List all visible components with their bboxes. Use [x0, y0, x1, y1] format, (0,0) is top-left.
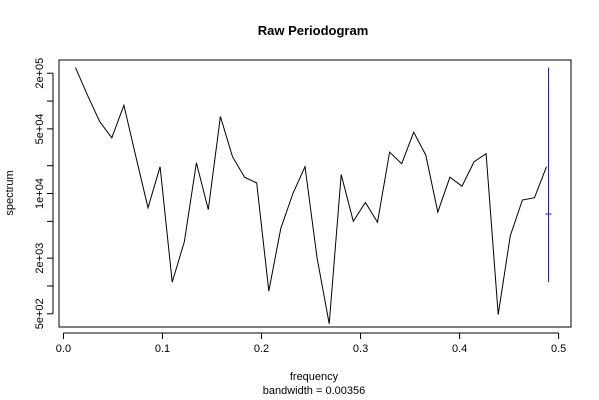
y-axis-label: spectrum — [4, 170, 16, 215]
plot-frame — [58, 59, 572, 328]
x-tick-label: 0.2 — [254, 343, 269, 355]
chart-title: Raw Periodogram — [258, 23, 369, 38]
x-tick-label: 0.1 — [155, 343, 170, 355]
x-tick-label: 0.3 — [353, 343, 368, 355]
confidence-interval-bar — [545, 67, 552, 283]
y-tick-label: 2e+03 — [34, 243, 46, 274]
spectrum-series-line — [75, 67, 547, 324]
x-tick-label: 0.4 — [452, 343, 467, 355]
y-tick-label: 1e+04 — [34, 178, 46, 209]
y-tick-label: 5e+04 — [34, 113, 46, 144]
x-tick-label: 0.5 — [551, 343, 566, 355]
x-axis: 0.0 0.1 0.2 0.3 0.4 0.5 — [56, 332, 566, 355]
y-axis: 5e+02 2e+03 1e+04 5e+04 2e+05 — [34, 58, 54, 329]
bandwidth-label: bandwidth = 0.00356 — [263, 385, 365, 397]
x-axis-label: frequency — [290, 371, 339, 383]
x-tick-label: 0.0 — [56, 343, 71, 355]
y-tick-label: 5e+02 — [34, 298, 46, 329]
y-tick-label: 2e+05 — [34, 58, 46, 89]
